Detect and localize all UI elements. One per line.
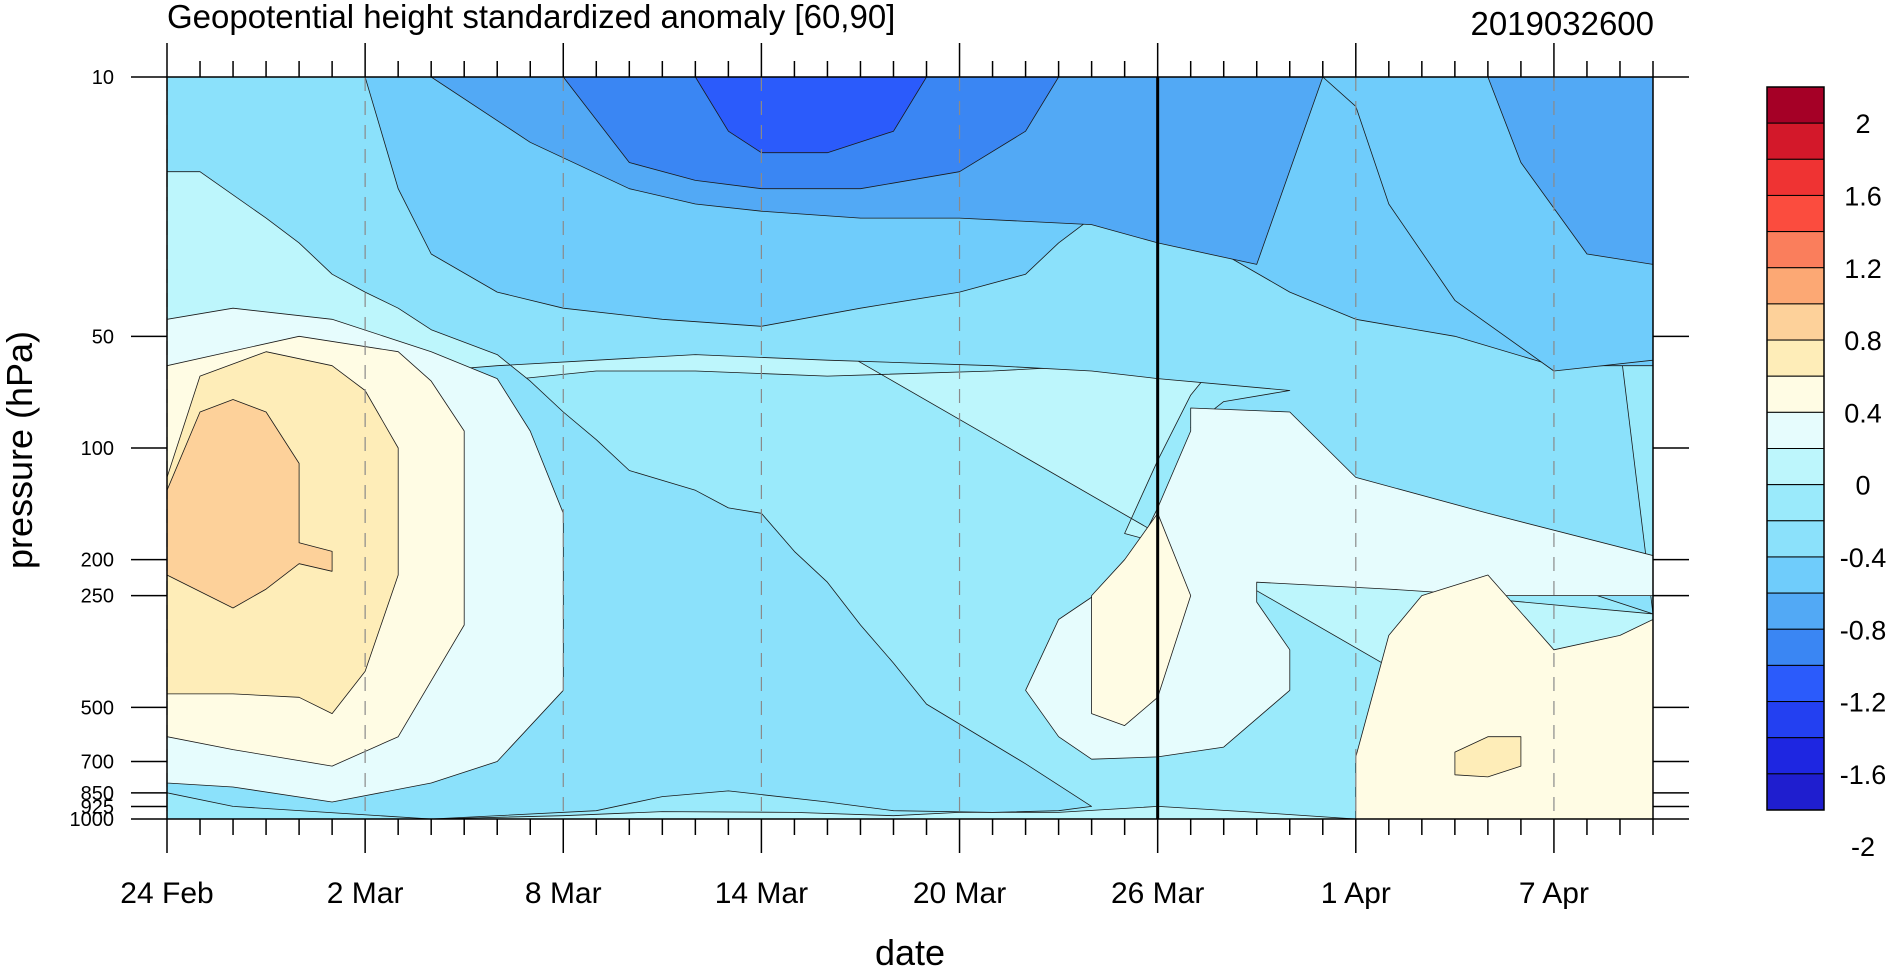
y-tick-label: 1000 (70, 809, 115, 831)
x-axis-label: date (875, 932, 945, 969)
y-tick-label: 925 (81, 796, 114, 818)
colorbar-swatch (1766, 556, 1825, 594)
colorbar-swatch (1766, 231, 1825, 269)
colorbar-label: -0.4 (1840, 543, 1887, 573)
colorbar-label: 2 (1855, 109, 1870, 139)
colorbar-label: -1.2 (1840, 688, 1887, 718)
chart-title: Geopotential height standardized anomaly… (167, 0, 895, 35)
contour-region (1487, 77, 1653, 265)
x-tick-label: 24 Feb (120, 877, 213, 910)
y-axis-label: pressure (hPa) (0, 331, 40, 569)
contour-region (1454, 736, 1522, 778)
colorbar-swatch (1766, 737, 1825, 775)
y-tick-label: 50 (92, 326, 114, 348)
y-tick-label: 100 (81, 438, 114, 460)
colorbar-swatch (1766, 339, 1825, 377)
colorbar-label: 1.2 (1844, 254, 1882, 284)
colorbar-swatch (1766, 194, 1825, 233)
timestamp-label: 2019032600 (1470, 5, 1654, 42)
colorbar-swatch (1766, 628, 1825, 666)
colorbar-swatch (1766, 664, 1825, 703)
colorbar: 2 1.6 1.2 0.8 0.4 0 -0.4 -0.8 -1.2 -1.6 -2 (1766, 86, 1887, 862)
colorbar-swatch (1766, 701, 1825, 739)
contour-fill-regions (167, 77, 1653, 819)
colorbar-label: 0.4 (1844, 398, 1882, 428)
y-tick-label: 700 (81, 752, 114, 774)
colorbar-label: -2 (1851, 832, 1875, 862)
x-tick-label: 2 Mar (327, 877, 404, 910)
colorbar-swatch (1766, 158, 1825, 196)
colorbar-label: -0.8 (1840, 615, 1887, 645)
y-tick-label: 500 (81, 697, 114, 719)
x-axis-ticks: 24 Feb 2 Mar 8 Mar 14 Mar 20 Mar 26 Mar 1 Apr 7… (120, 43, 1654, 910)
y-tick-label: 850 (81, 783, 114, 805)
x-tick-label: 14 Mar (715, 877, 808, 910)
x-tick-label: 8 Mar (525, 877, 602, 910)
colorbar-label: 0.8 (1844, 326, 1882, 356)
colorbar-label: -1.6 (1840, 760, 1887, 790)
contour-region (695, 77, 927, 154)
colorbar-label: 1.6 (1844, 181, 1882, 211)
colorbar-swatch (1766, 448, 1825, 486)
x-tick-label: 7 Apr (1519, 877, 1589, 910)
colorbar-swatch (1766, 122, 1825, 160)
y-tick-label: 10 (92, 67, 114, 89)
x-tick-label: 26 Mar (1111, 877, 1204, 910)
colorbar-swatch (1766, 520, 1825, 558)
y-tick-label: 200 (81, 550, 114, 572)
y-tick-label: 250 (81, 586, 114, 608)
colorbar-swatch (1766, 303, 1825, 341)
contour-region (1355, 574, 1653, 819)
colorbar-swatch (1766, 484, 1825, 522)
colorbar-swatch (1766, 773, 1825, 811)
colorbar-swatch (1766, 86, 1825, 124)
colorbar-swatch (1766, 267, 1825, 305)
x-tick-label: 20 Mar (913, 877, 1006, 910)
colorbar-swatch (1766, 375, 1825, 413)
colorbar-border (1766, 86, 1825, 811)
contour-region (167, 399, 333, 609)
colorbar-swatch (1766, 411, 1825, 450)
contour-region (1091, 512, 1192, 726)
colorbar-label: 0 (1855, 471, 1870, 501)
x-tick-label: 1 Apr (1321, 877, 1391, 910)
colorbar-swatch (1766, 592, 1825, 630)
